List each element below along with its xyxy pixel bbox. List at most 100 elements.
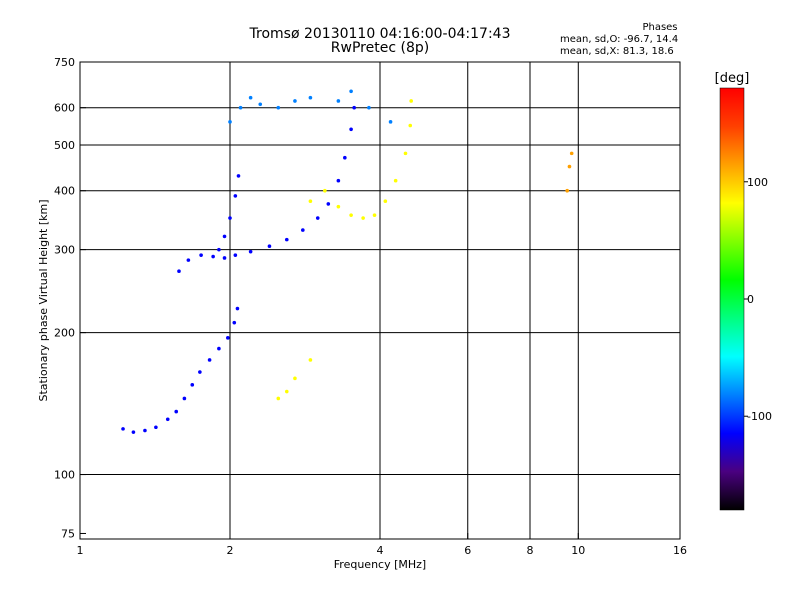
data-point [165,417,170,422]
data-point [308,95,313,100]
data-point [211,254,215,259]
phases-summary: Phases mean, sd,O: -96.7, 14.4 mean, sd,… [560,22,730,58]
x-tick-label: 6 [464,544,471,557]
data-point [349,89,353,94]
data-point [372,213,377,217]
data-point [336,204,341,209]
data-point [228,120,232,124]
trace [276,358,313,401]
trace [217,174,241,252]
colorbar-tick-label: 0 [747,293,754,306]
data-point [409,99,413,103]
data-point [383,199,388,204]
data-point [293,99,297,103]
data-point [367,105,371,110]
data-point [207,358,212,362]
data-point [217,247,221,252]
data-point [315,216,320,220]
chart-title: Tromsø 20130110 04:16:00-04:17:43 [249,26,511,42]
colorbar-tick-label: 100 [747,176,768,189]
x-tick-label: 16 [673,544,687,557]
colorbar-tick-label: -100 [747,410,772,423]
chart-title-block: Tromsø 20130110 04:16:00-04:17:43 RwPret… [230,27,530,55]
data-point [393,178,398,183]
data-point [182,396,187,401]
data-point [308,358,313,362]
trace [308,99,413,220]
data-point [323,188,327,193]
data-point [226,336,230,340]
y-tick-label: 400 [54,185,75,198]
axis-layer: 1 2 4 6 8 10 16 75 100 200 300 400 500 600 750 [54,56,687,557]
trace [228,89,393,124]
data-points [121,89,574,434]
data-point [217,346,221,351]
colorbar [719,87,745,511]
data-point [308,199,313,204]
trace [565,151,574,193]
data-point [248,249,253,254]
y-axis-label: Stationary phase Virtual Height [km] [37,199,50,401]
data-point [284,237,289,242]
data-point [352,105,356,110]
data-point [190,383,195,387]
data-point [361,216,365,220]
data-point [567,164,572,169]
data-point [408,123,413,128]
y-tick-label: 200 [54,327,75,340]
data-point [336,99,341,103]
data-point [233,194,238,198]
data-point [232,320,237,325]
y-tick-label: 100 [54,469,75,482]
data-point [336,178,341,183]
data-point [569,151,574,156]
y-tick-label: 750 [54,56,75,69]
data-point [267,244,272,249]
y-tick-label: 75 [61,527,75,540]
x-tick-label: 1 [77,544,84,557]
data-point [349,213,353,217]
data-point [236,174,241,178]
data-point [121,427,125,431]
data-point [565,188,569,193]
trace [177,105,356,273]
data-point [143,428,147,433]
data-point [349,127,353,132]
data-point [233,253,238,257]
data-point [199,253,203,257]
x-tick-label: 8 [527,544,534,557]
colorbar-ticks: 100 0 -100 [744,176,772,423]
x-tick-label: 2 [227,544,234,557]
trace [121,306,240,434]
data-point [154,425,158,430]
grid-layer [80,62,680,539]
data-point [186,258,191,262]
y-tick-label: 500 [54,139,75,152]
data-point [403,151,408,156]
data-point [343,155,347,160]
colorbar-label: [deg] [715,71,750,86]
phases-title: Phases [642,22,678,33]
phases-o-stats: mean, sd,O: -96.7, 14.4 [560,34,679,45]
data-point [198,370,202,374]
data-point [276,396,281,401]
data-point [222,234,227,239]
x-axis-label: Frequency [MHz] [334,558,426,571]
data-point [228,216,232,220]
data-point [326,202,331,206]
phases-x-stats: mean, sd,X: 81.3, 18.6 [560,46,674,57]
data-point [174,409,179,414]
data-point [177,269,181,273]
data-point [258,102,263,107]
y-tick-label: 600 [54,102,75,115]
x-tick-label: 4 [377,544,384,557]
data-point [235,306,240,311]
data-point [248,95,253,100]
data-point [293,376,297,381]
data-point [222,256,227,260]
data-point [131,430,136,434]
data-point [284,389,289,394]
x-tick-label: 10 [571,544,585,557]
data-point [276,105,281,110]
